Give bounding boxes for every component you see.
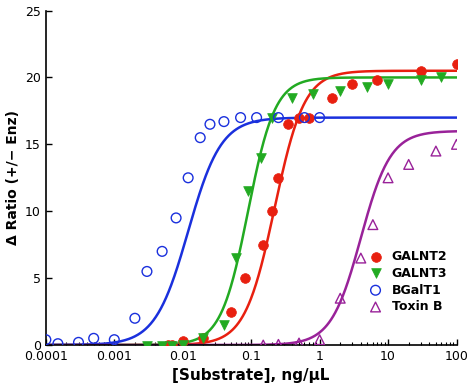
GALNT3 (143, 343, 151, 349)
GALNT3 (384, 81, 392, 87)
BGalT1 (253, 114, 260, 121)
X-axis label: [Substrate], ng/μL: [Substrate], ng/μL (173, 368, 330, 384)
Toxin B (316, 336, 323, 343)
GALNT3 (200, 335, 207, 342)
GALNT2 (284, 121, 292, 127)
Toxin B (453, 141, 460, 147)
GALNT3 (289, 95, 296, 101)
GALNT2 (200, 335, 207, 342)
Toxin B (369, 221, 377, 228)
Toxin B (405, 161, 412, 168)
BGalT1 (237, 114, 245, 121)
Toxin B (259, 342, 267, 348)
GALNT3 (438, 74, 445, 81)
GALNT2 (168, 342, 176, 348)
GALNT2 (453, 61, 460, 67)
BGalT1 (143, 268, 151, 275)
Toxin B (274, 341, 282, 347)
GALNT3 (268, 114, 275, 121)
GALNT3 (364, 84, 371, 90)
GALNT2 (295, 114, 303, 121)
GALNT3 (220, 322, 228, 328)
BGalT1 (196, 135, 204, 141)
BGalT1 (54, 341, 62, 347)
GALNT2 (374, 77, 381, 83)
GALNT3 (158, 343, 166, 349)
GALNT3 (179, 342, 187, 348)
GALNT2 (227, 308, 234, 315)
BGalT1 (75, 339, 82, 345)
BGalT1 (274, 114, 282, 121)
BGalT1 (316, 114, 323, 121)
BGalT1 (110, 336, 118, 343)
BGalT1 (90, 335, 98, 342)
Toxin B (432, 148, 440, 154)
GALNT2 (164, 342, 171, 348)
BGalT1 (42, 336, 50, 343)
Toxin B (357, 255, 365, 261)
Toxin B (384, 175, 392, 181)
GALNT3 (337, 88, 344, 94)
GALNT2 (305, 114, 313, 121)
Legend: GALNT2, GALNT3, BGalT1, Toxin B: GALNT2, GALNT3, BGalT1, Toxin B (358, 245, 452, 318)
BGalT1 (301, 114, 308, 121)
BGalT1 (131, 315, 139, 321)
GALNT3 (232, 255, 240, 261)
GALNT2 (328, 95, 336, 101)
GALNT3 (168, 343, 176, 349)
GALNT2 (417, 68, 425, 74)
GALNT3 (257, 154, 265, 161)
BGalT1 (206, 121, 214, 127)
GALNT3 (244, 188, 252, 194)
Toxin B (337, 295, 344, 301)
Y-axis label: Δ Ratio (+/− Enz): Δ Ratio (+/− Enz) (6, 110, 19, 245)
GALNT2 (241, 275, 248, 281)
Toxin B (295, 340, 303, 346)
BGalT1 (158, 248, 166, 254)
GALNT2 (348, 81, 356, 87)
GALNT2 (259, 242, 267, 248)
GALNT2 (274, 175, 282, 181)
BGalT1 (184, 175, 192, 181)
GALNT3 (309, 90, 317, 96)
GALNT3 (417, 77, 425, 83)
BGalT1 (173, 215, 180, 221)
GALNT2 (268, 208, 275, 214)
BGalT1 (220, 119, 228, 125)
GALNT2 (179, 338, 187, 344)
